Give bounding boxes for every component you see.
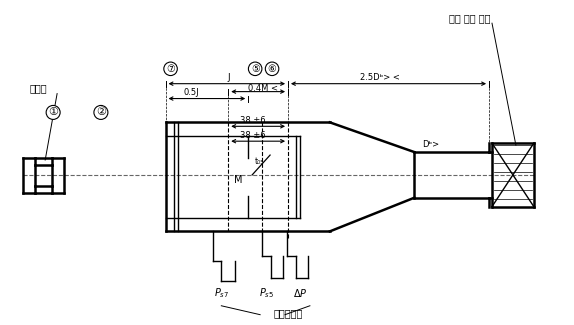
Text: 송풍기: 송풍기 [29, 84, 47, 94]
Text: 2.5Dᵇ> <: 2.5Dᵇ> < [360, 73, 400, 82]
Text: ⑤: ⑤ [251, 64, 259, 74]
Text: 38 ±6: 38 ±6 [241, 116, 266, 125]
Text: $P_{s5}$: $P_{s5}$ [258, 286, 274, 300]
Text: t₀₅: t₀₅ [255, 157, 265, 165]
Text: ②: ② [96, 108, 106, 117]
Text: ①: ① [48, 108, 58, 117]
Text: ⑦: ⑦ [166, 64, 175, 74]
Text: 38 ±6: 38 ±6 [241, 131, 266, 140]
Text: 0.4M <: 0.4M < [248, 84, 278, 93]
Text: Dᵇ>: Dᵇ> [422, 140, 440, 149]
Text: 가변 배출 장치: 가변 배출 장치 [449, 13, 491, 23]
Text: M: M [234, 175, 242, 185]
Text: 0.5J: 0.5J [184, 88, 199, 97]
Text: J: J [227, 73, 230, 82]
Text: 유동진경당: 유동진경당 [273, 308, 302, 318]
Text: $P_{s7}$: $P_{s7}$ [214, 286, 229, 300]
Text: $\Delta P$: $\Delta P$ [293, 287, 308, 299]
Text: ⑥: ⑥ [267, 64, 277, 74]
